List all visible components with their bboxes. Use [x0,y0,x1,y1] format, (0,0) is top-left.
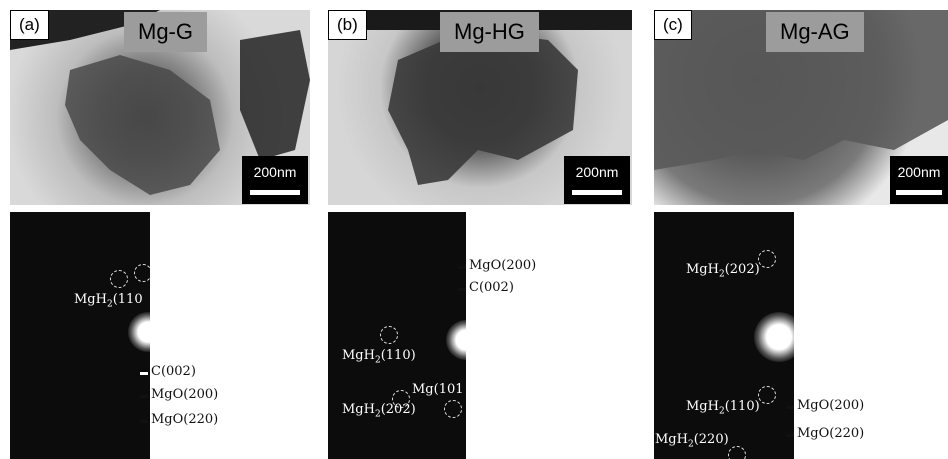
panel-letter-b: (b) [328,10,367,40]
sample-name-b: Mg-HG [440,12,539,52]
sample-name-c: Mg-AG [766,12,864,52]
tem-image-b: (b) Mg-HG 200nm [328,10,632,205]
scale-bar-label-b: 200nm [575,164,619,180]
particle-a [10,10,310,195]
label-mgh2-110-a: MgH2(110 [74,292,143,310]
label-mgh2-202-b: MgH2(202) [342,402,416,420]
label-mgh2-202-c: MgH2(202) [686,262,760,280]
tem-image-a: (a) Mg-G 200nm [10,10,310,205]
panel-letter-a: (a) [10,10,49,40]
label-mgo200-c: MgO(200) [797,398,865,413]
diffraction-pattern-c [654,212,794,459]
label-mgo200-a: MgO(200) [151,387,219,402]
label-mgh2-220-c: MgH2(220) [655,432,729,450]
panel-letter-c: (c) [654,10,692,40]
label-mgo200-b: MgO(200) [469,258,537,273]
label-mgh2-110-c: MgH2(110) [686,399,760,417]
diffraction-pattern-a [10,212,150,459]
sample-name-a: Mg-G [124,12,207,52]
tem-image-c: (c) Mg-AG 200nm [654,10,948,205]
label-c002-b: C(002) [469,280,514,295]
scale-bar-c: 200nm [890,156,948,204]
label-c002-a: C(002) [151,364,196,379]
scale-bar-label-c: 200nm [897,164,941,180]
label-mg101-b: Mg(101 [412,382,464,397]
particle-c [654,10,948,170]
label-mgo220-a: MgO(220) [151,412,219,427]
scale-bar-a: 200nm [242,156,308,204]
scale-bar-b: 200nm [564,156,630,204]
scale-bar-label-a: 200nm [253,164,297,180]
label-mgh2-110-b: MgH2(110) [342,348,416,366]
label-mgo220-c: MgO(220) [797,426,865,441]
diffraction-pattern-b [328,212,466,459]
